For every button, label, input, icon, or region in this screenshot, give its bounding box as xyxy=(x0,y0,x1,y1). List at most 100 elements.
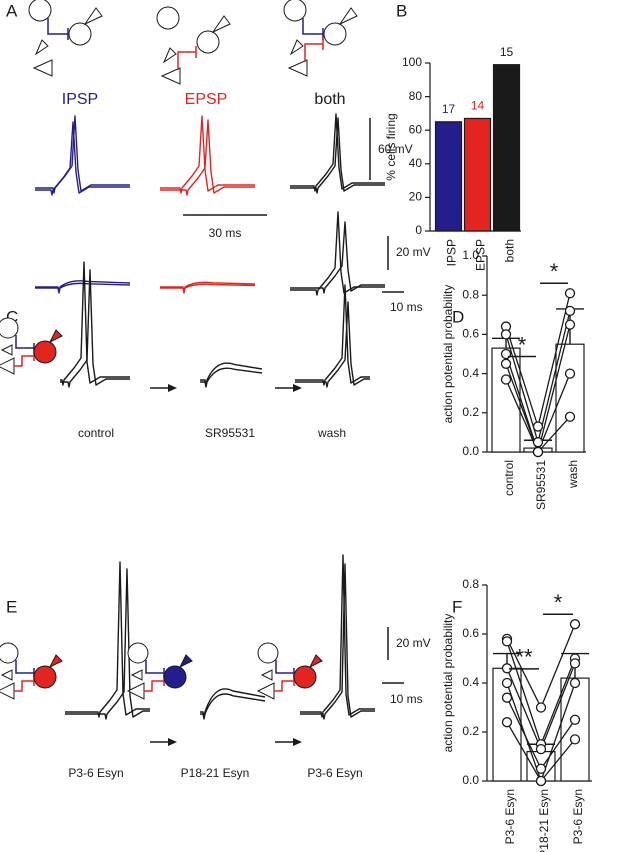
cell-point xyxy=(569,658,581,669)
x-tick-label: wash xyxy=(566,460,580,489)
trace xyxy=(300,563,375,720)
y-tick-label: 0 xyxy=(415,223,422,237)
neuron xyxy=(211,15,231,34)
y-tick-label: 0.8 xyxy=(462,287,479,301)
x-tick-label: IPSP xyxy=(445,239,459,266)
bar xyxy=(492,64,521,232)
cell-point xyxy=(535,744,547,755)
significance-label: * xyxy=(518,332,527,357)
neuron xyxy=(33,340,57,364)
y-tick-label: 0.4 xyxy=(462,675,479,689)
count-label: 14 xyxy=(471,99,485,113)
x-tick-label: control xyxy=(502,460,516,496)
cell-point xyxy=(532,446,544,458)
trace xyxy=(160,115,255,194)
y-tick-label: 0.8 xyxy=(462,577,479,591)
dendrite xyxy=(308,654,323,669)
arrow-head xyxy=(168,384,177,392)
condition-label: EPSP xyxy=(185,91,228,108)
x-tick-label: SR95531 xyxy=(534,460,548,510)
neuron xyxy=(289,39,304,56)
condition-label: P3-6 Esyn xyxy=(68,766,123,780)
trace xyxy=(290,211,385,296)
cell-point xyxy=(535,775,547,787)
neuron xyxy=(33,665,57,689)
trace xyxy=(160,283,256,294)
scale-label: 10 ms xyxy=(390,300,423,314)
neuron xyxy=(338,7,358,26)
cell-point xyxy=(501,692,513,703)
trace xyxy=(35,121,130,196)
condition-label: wash xyxy=(317,426,346,440)
panel-letter: E xyxy=(6,597,17,616)
cell-point xyxy=(501,636,513,647)
cell-point xyxy=(569,734,581,745)
scale-label: 30 ms xyxy=(209,226,242,240)
dendrite xyxy=(48,654,63,669)
bar xyxy=(434,121,463,232)
x-tick-label: EPSP xyxy=(474,239,488,271)
neuron xyxy=(260,669,273,681)
dendrite xyxy=(48,329,63,344)
neuron xyxy=(28,0,52,22)
trace xyxy=(35,282,131,294)
x-tick-label: P3-6 Esyn xyxy=(503,789,517,844)
neuron xyxy=(83,7,103,26)
neuron xyxy=(127,642,149,664)
x-tick-label: P3-6 Esyn xyxy=(571,789,585,844)
y-tick-label: 100 xyxy=(402,55,422,69)
condition-label: control xyxy=(78,426,114,440)
cell-point xyxy=(569,619,581,630)
neuron xyxy=(34,39,49,56)
y-tick-label: 0.2 xyxy=(462,405,479,419)
neuron xyxy=(287,59,308,77)
neuron xyxy=(0,317,19,339)
cell-point xyxy=(564,305,576,317)
trace xyxy=(60,261,130,386)
condition-label: SR95531 xyxy=(205,426,255,440)
cell-point xyxy=(569,677,581,689)
neuron xyxy=(323,22,347,46)
significance-label: * xyxy=(550,259,559,284)
scale-label: 10 ms xyxy=(390,692,423,706)
scale-label: 20 mV xyxy=(396,245,431,259)
bar xyxy=(560,677,590,782)
trace xyxy=(200,693,266,720)
trace xyxy=(200,367,263,388)
neuron xyxy=(160,67,181,85)
y-axis-label: action potential probability xyxy=(441,614,455,753)
neuron xyxy=(163,665,187,689)
cell-point xyxy=(532,437,544,448)
cell-point xyxy=(500,374,512,385)
significance-label: ** xyxy=(515,645,533,670)
condition-label: both xyxy=(314,91,345,108)
trace xyxy=(65,561,150,718)
condition-label: P18-21 Esyn xyxy=(181,766,250,780)
neuron xyxy=(32,59,53,77)
y-tick-label: 0.0 xyxy=(462,773,479,787)
trace xyxy=(60,269,130,388)
neuron xyxy=(162,47,177,64)
trace xyxy=(300,554,375,718)
y-tick-label: 0.4 xyxy=(462,366,479,380)
cell-point xyxy=(501,677,513,689)
x-tick-label: P18-21 Esyn xyxy=(537,789,551,852)
panel-letter: A xyxy=(6,1,18,20)
neuron xyxy=(257,642,279,664)
trace xyxy=(290,117,385,194)
y-tick-label: 0.6 xyxy=(462,626,479,640)
trace xyxy=(295,301,370,388)
panel-letter: D xyxy=(452,307,464,326)
count-label: 17 xyxy=(442,102,456,116)
arrow-head xyxy=(293,384,302,392)
condition-label: IPSP xyxy=(62,91,98,108)
neuron xyxy=(0,642,19,664)
arrow-head xyxy=(293,738,302,746)
arrow-head xyxy=(168,738,177,746)
y-tick-label: 20 xyxy=(409,190,423,204)
cell-point xyxy=(564,411,576,422)
trace xyxy=(295,284,370,386)
synapse xyxy=(177,46,197,70)
panel-letter: F xyxy=(452,597,462,616)
